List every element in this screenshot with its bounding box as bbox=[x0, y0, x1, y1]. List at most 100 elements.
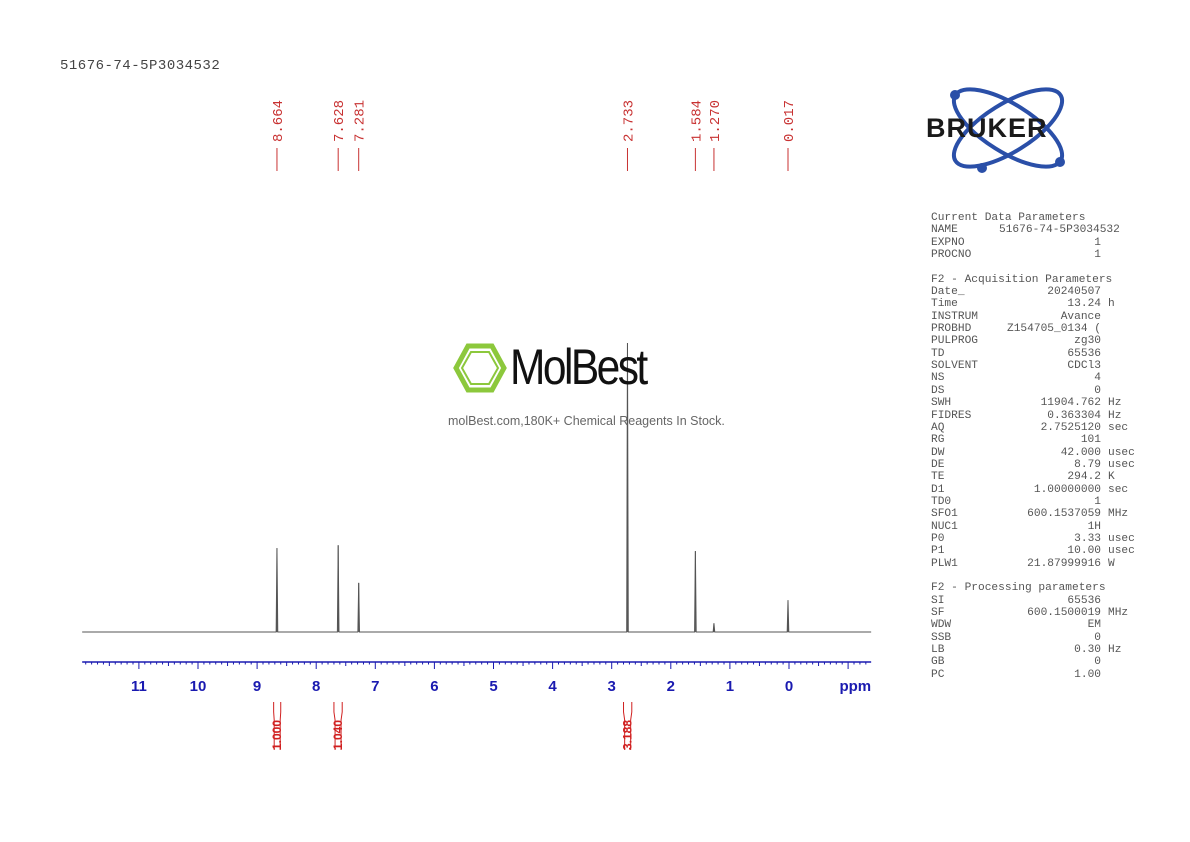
param-row: WDW EM bbox=[931, 619, 1135, 631]
param-name: INSTRUM bbox=[931, 310, 978, 323]
param-name: SFO1 bbox=[931, 508, 958, 521]
param-value: 1 bbox=[1094, 236, 1101, 249]
param-name: DE bbox=[931, 458, 945, 471]
param-value: 1H bbox=[1087, 520, 1101, 533]
param-value: 42.000 bbox=[1060, 446, 1101, 459]
param-unit bbox=[1101, 335, 1108, 347]
param-name: PC bbox=[931, 668, 945, 681]
param-name: NAME bbox=[931, 224, 958, 237]
param-row: PROCNO 1 bbox=[931, 249, 1135, 261]
param-unit: usec bbox=[1108, 545, 1135, 558]
param-row: TE 294.2 K bbox=[931, 471, 1135, 483]
param-unit bbox=[1101, 656, 1108, 668]
param-value: 8.79 bbox=[1074, 458, 1101, 471]
param-name: EXPNO bbox=[931, 236, 965, 249]
param-row: PC 1.00 bbox=[931, 669, 1135, 681]
param-value: 0 bbox=[1094, 384, 1101, 397]
param-name: AQ bbox=[931, 421, 945, 434]
param-value: 0.30 bbox=[1074, 644, 1101, 657]
param-name: Time bbox=[931, 298, 958, 311]
param-row: NUC1 1H bbox=[931, 521, 1135, 533]
param-row: INSTRUM Avance bbox=[931, 311, 1135, 323]
tick-label: 8 bbox=[312, 678, 320, 695]
param-section-header: F2 - Processing parameters bbox=[931, 582, 1106, 595]
param-value: 101 bbox=[1080, 434, 1101, 447]
param-name: PROCNO bbox=[931, 249, 972, 262]
param-value: 294.2 bbox=[1067, 471, 1101, 484]
param-row: LB 0.30 Hz bbox=[931, 644, 1135, 656]
param-name: TE bbox=[931, 471, 945, 484]
param-name: NUC1 bbox=[931, 520, 958, 533]
param-unit bbox=[1101, 311, 1108, 323]
param-unit bbox=[1101, 669, 1108, 681]
peak-labels: 8.664 7.628 7.281 2.733 1.584 1.270 0.017 bbox=[271, 100, 798, 171]
param-name: RG bbox=[931, 434, 945, 447]
param-unit bbox=[1101, 237, 1108, 249]
param-name: NS bbox=[931, 372, 945, 385]
peak-label: 7.281 bbox=[353, 100, 369, 142]
param-row: NS 4 bbox=[931, 372, 1135, 384]
param-row: SF 600.1500019 MHz bbox=[931, 607, 1135, 619]
param-unit: sec bbox=[1108, 483, 1129, 496]
param-value: 0 bbox=[1094, 631, 1101, 644]
param-name: SI bbox=[931, 594, 945, 607]
param-row: SFO1 600.1537059 MHz bbox=[931, 508, 1135, 520]
param-value: 600.1537059 bbox=[1027, 508, 1101, 521]
param-section-header: F2 - Acquisition Parameters bbox=[931, 273, 1113, 286]
molbest-logo-icon bbox=[453, 343, 507, 393]
param-name: P1 bbox=[931, 545, 945, 558]
sample-title: 51676-74-5P3034532 bbox=[60, 58, 221, 74]
param-row: PROBHD Z154705_0134 ( bbox=[931, 323, 1135, 335]
param-value: 1 bbox=[1094, 249, 1101, 262]
peak-label: 2.733 bbox=[621, 100, 637, 142]
param-name: D1 bbox=[931, 483, 945, 496]
bruker-logo bbox=[950, 87, 1065, 173]
param-value: 1.00 bbox=[1074, 668, 1101, 681]
param-unit bbox=[1101, 434, 1108, 446]
param-row: FIDRES 0.363304 Hz bbox=[931, 410, 1135, 422]
param-unit: usec bbox=[1108, 446, 1135, 459]
param-value: 1 bbox=[1094, 495, 1101, 508]
param-name: Date_ bbox=[931, 286, 965, 299]
bruker-logo-text: BRUKER bbox=[926, 113, 1048, 143]
peak-label: 1.584 bbox=[689, 100, 705, 142]
param-unit: sec bbox=[1108, 421, 1129, 434]
param-row: TD0 1 bbox=[931, 496, 1135, 508]
integral-bracket bbox=[333, 702, 343, 750]
param-unit bbox=[1101, 595, 1108, 607]
tick-label: 10 bbox=[190, 678, 207, 695]
param-value: 21.87999916 bbox=[1027, 557, 1101, 570]
param-value: zg30 bbox=[1074, 335, 1101, 348]
param-unit: MHz bbox=[1108, 508, 1129, 521]
param-row: SSB 0 bbox=[931, 632, 1135, 644]
param-value: 0 bbox=[1094, 656, 1101, 669]
watermark-tagline: molBest.com,180K+ Chemical Reagents In S… bbox=[448, 414, 725, 428]
param-row: DE 8.79 usec bbox=[931, 459, 1135, 471]
param-row: SI 65536 bbox=[931, 595, 1135, 607]
param-name: TD bbox=[931, 347, 945, 360]
param-unit bbox=[1101, 360, 1108, 372]
tick-label: 9 bbox=[253, 678, 261, 695]
param-row: D1 1.00000000 sec bbox=[931, 484, 1135, 496]
peak-label: 1.270 bbox=[708, 100, 724, 142]
param-value: 51676-74-5P3034532 bbox=[999, 224, 1120, 237]
param-unit: usec bbox=[1108, 458, 1135, 471]
tick-label: 3 bbox=[608, 678, 616, 695]
param-row: EXPNO 1 bbox=[931, 237, 1135, 249]
tick-label: 0 bbox=[785, 678, 793, 695]
param-row: P0 3.33 usec bbox=[931, 533, 1135, 545]
param-row: TD 65536 bbox=[931, 348, 1135, 360]
param-row: NAME 51676-74-5P3034532 bbox=[931, 224, 1135, 236]
param-value: 2.7525120 bbox=[1040, 421, 1101, 434]
param-unit: usec bbox=[1108, 532, 1135, 545]
tick-label: 1 bbox=[726, 678, 734, 695]
watermark-brand: MolBest bbox=[510, 339, 648, 395]
param-name: TD0 bbox=[931, 495, 952, 508]
param-unit bbox=[1101, 521, 1108, 533]
param-name: WDW bbox=[931, 619, 952, 632]
param-name: P0 bbox=[931, 532, 945, 545]
param-row: DW 42.000 usec bbox=[931, 447, 1135, 459]
param-unit bbox=[1101, 632, 1108, 644]
tick-label: 11 bbox=[131, 678, 147, 695]
